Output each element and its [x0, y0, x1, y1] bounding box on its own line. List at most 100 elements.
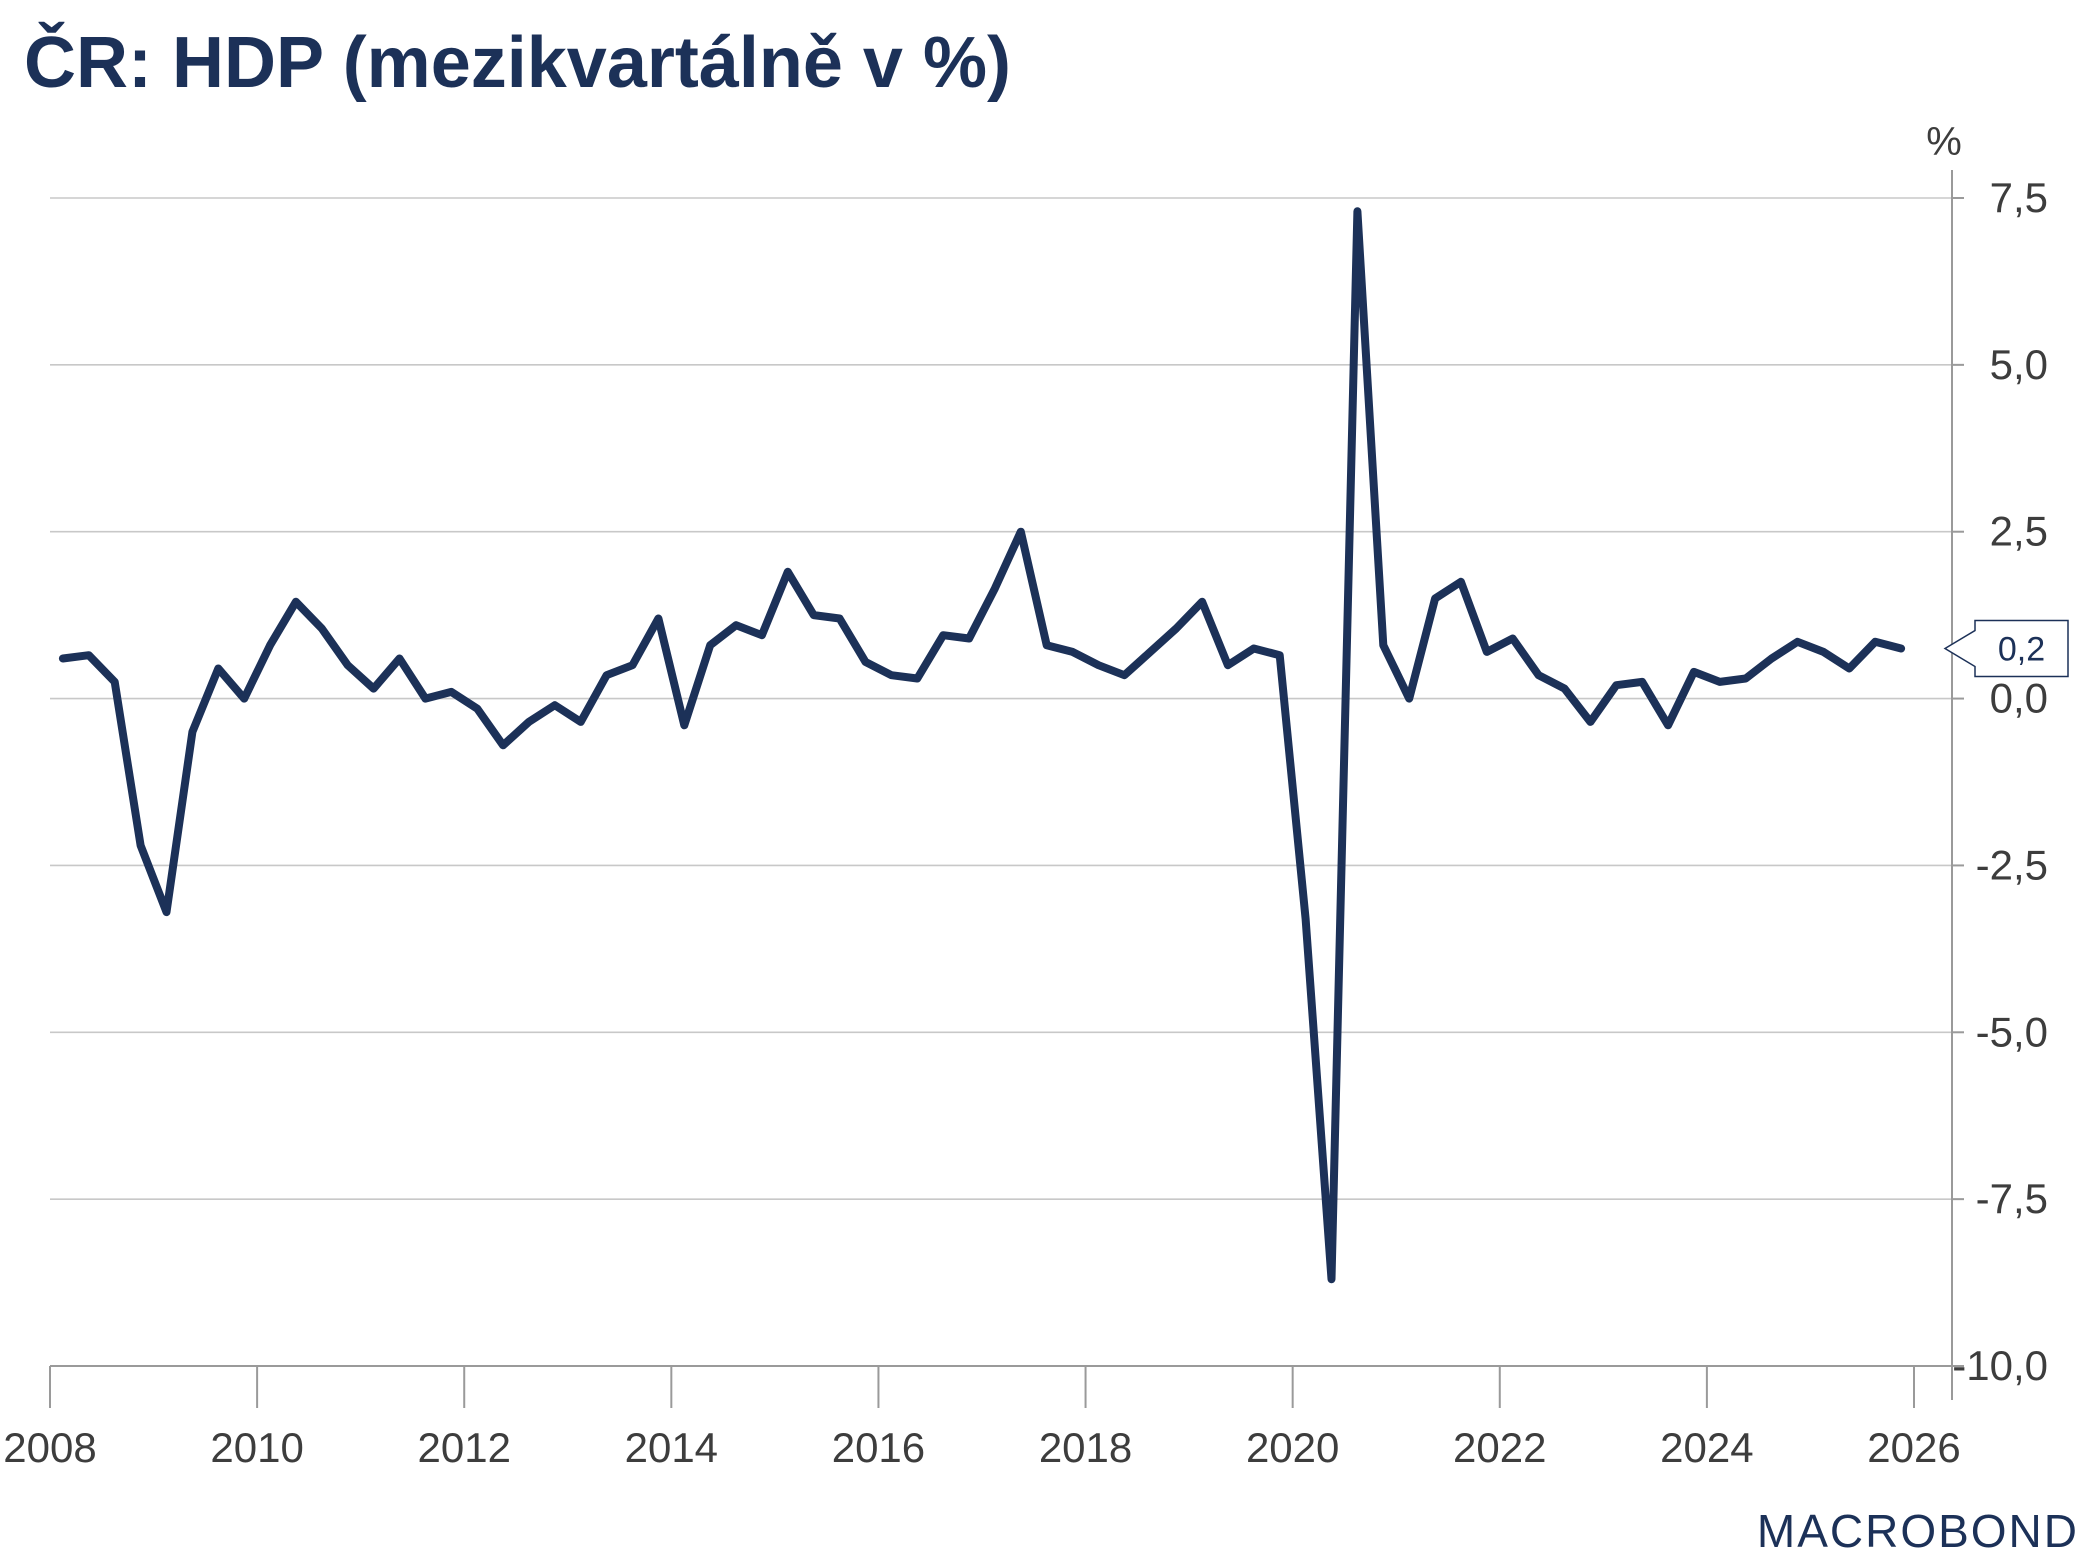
data-point [502, 744, 505, 747]
data-point [838, 617, 841, 620]
data-point [1408, 697, 1411, 700]
data-point [1045, 644, 1048, 647]
chart-title: ČR: HDP (mezikvartálně v %) [24, 23, 1011, 103]
series-line [58, 207, 1906, 1284]
data-point [320, 627, 323, 630]
data-point [424, 697, 427, 700]
data-point [1123, 674, 1126, 677]
macrobond-logo: MACROBOND [1756, 1505, 2079, 1557]
data-point [1874, 640, 1877, 643]
unit-label: % [1926, 120, 1962, 164]
data-point [1589, 720, 1592, 723]
data-point [346, 664, 349, 667]
data-point [657, 617, 660, 620]
x-tick-label: 2010 [210, 1424, 303, 1471]
y-tick-label: -5,0 [1976, 1008, 2048, 1055]
data-point [1770, 657, 1773, 660]
data-point [527, 720, 530, 723]
data-point [1563, 687, 1566, 690]
data-point [993, 587, 996, 590]
data-point [1900, 647, 1903, 650]
data-point [1692, 670, 1695, 673]
data-point [890, 674, 893, 677]
data-point [605, 674, 608, 677]
x-tick-label: 2022 [1453, 1424, 1546, 1471]
data-point [450, 690, 453, 693]
y-tick-label: -7,5 [1976, 1175, 2048, 1222]
data-point [269, 644, 272, 647]
data-point [1356, 210, 1359, 213]
x-tick-label: 2014 [625, 1424, 718, 1471]
data-point [61, 657, 64, 660]
data-point [1796, 640, 1799, 643]
data-point [1071, 650, 1074, 653]
data-point [243, 697, 246, 700]
data-point [191, 730, 194, 733]
data-point [87, 654, 90, 657]
data-point [709, 644, 712, 647]
data-point [1226, 664, 1229, 667]
data-point [165, 911, 168, 914]
data-point [1201, 600, 1204, 603]
data-point [812, 614, 815, 617]
y-axis-ticks: 7,5 5,0 2,5 0,0 -2,5 -5,0 -7,5 -10,0 [1952, 174, 2048, 1389]
x-tick-label: 2008 [3, 1424, 96, 1471]
series-group [58, 207, 1906, 1284]
data-point [579, 720, 582, 723]
data-point [1252, 647, 1255, 650]
y-tick-label: 7,5 [1990, 174, 2048, 221]
x-tick-label: 2016 [832, 1424, 925, 1471]
axes [50, 170, 1953, 1400]
data-point [476, 707, 479, 710]
data-point [1175, 627, 1178, 630]
gridlines [50, 197, 1952, 1200]
last-value-callout: 0,2 [1943, 619, 2069, 678]
x-tick-label: 2024 [1660, 1424, 1753, 1471]
data-point [139, 844, 142, 847]
data-point [1149, 650, 1152, 653]
data-point [1382, 644, 1385, 647]
data-point [1511, 637, 1514, 640]
data-point [1744, 677, 1747, 680]
x-tick-label: 2020 [1246, 1424, 1339, 1471]
data-point [631, 664, 634, 667]
data-point [1641, 680, 1644, 683]
data-point [553, 704, 556, 707]
data-point [1330, 1278, 1333, 1281]
data-point [683, 724, 686, 727]
data-point [1459, 580, 1462, 583]
data-point [1667, 724, 1670, 727]
data-point [1485, 650, 1488, 653]
data-point [864, 660, 867, 663]
x-tick-label: 2018 [1039, 1424, 1132, 1471]
data-point [217, 667, 220, 670]
y-tick-label: 0,0 [1990, 675, 2048, 722]
data-point [1097, 664, 1100, 667]
y-tick-label: 2,5 [1990, 508, 2048, 555]
y-tick-label: 5,0 [1990, 341, 2048, 388]
y-tick-label: -10,0 [1952, 1342, 2048, 1389]
data-point [294, 600, 297, 603]
data-point [398, 657, 401, 660]
data-point [1822, 650, 1825, 653]
data-point [1615, 684, 1618, 687]
data-point [942, 634, 945, 637]
last-value-label: 0,2 [1998, 631, 2045, 669]
data-point [1537, 674, 1540, 677]
data-point [760, 634, 763, 637]
data-point [916, 677, 919, 680]
last-value-callout-box [1943, 619, 2069, 678]
data-point [1848, 667, 1851, 670]
data-point [372, 687, 375, 690]
x-axis-ticks: 2008 2010 2012 2014 2016 2018 2020 2022 2024 2026 [3, 1366, 1961, 1471]
data-point [968, 637, 971, 640]
data-point [786, 570, 789, 573]
data-point [113, 680, 116, 683]
data-point [1434, 597, 1437, 600]
x-tick-label: 2012 [418, 1424, 511, 1471]
data-point [1019, 530, 1022, 533]
y-tick-label: -2,5 [1976, 841, 2048, 888]
data-point [1718, 680, 1721, 683]
data-point [1278, 654, 1281, 657]
